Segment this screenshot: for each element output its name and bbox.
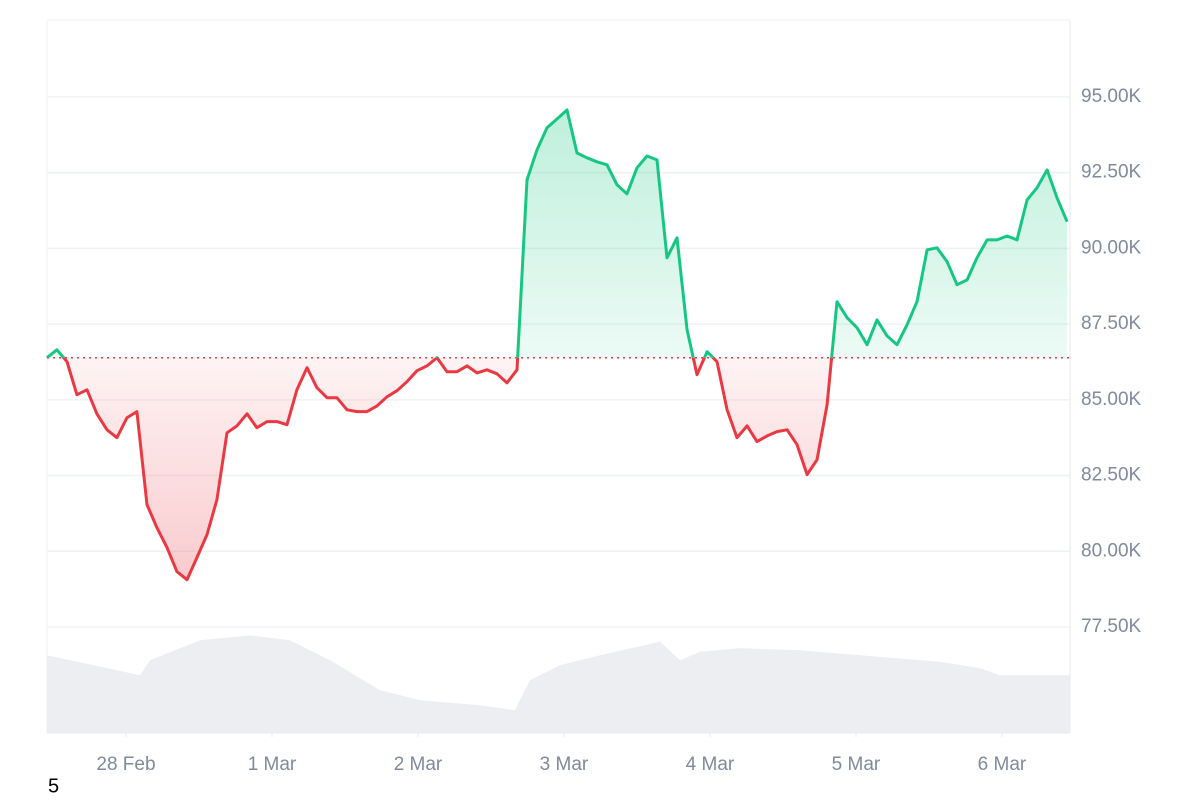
x-tick-label: 2 Mar (394, 754, 443, 775)
footnote: 5 (48, 775, 59, 797)
volume-area (47, 635, 1070, 733)
y-tick-label: 82.50K (1081, 465, 1142, 486)
y-tick-label: 92.50K (1081, 162, 1142, 183)
y-tick-label: 95.00K (1081, 86, 1142, 107)
y-tick-label: 77.50K (1081, 616, 1142, 637)
y-tick-label: 90.00K (1081, 237, 1142, 258)
x-tick-label: 3 Mar (540, 754, 589, 775)
y-tick-label: 87.50K (1081, 313, 1142, 334)
price-line-down (47, 357, 834, 582)
x-tick-label: 1 Mar (248, 754, 297, 775)
x-tick-label: 5 Mar (832, 754, 881, 775)
y-tick-label: 85.00K (1081, 389, 1142, 410)
price-line-up (46, 108, 1069, 358)
area-down (47, 357, 1068, 580)
y-tick-label: 80.00K (1081, 540, 1142, 561)
x-tick-label: 28 Feb (96, 754, 155, 775)
x-tick-label: 6 Mar (978, 754, 1027, 775)
x-tick-label: 4 Mar (686, 754, 735, 775)
area-up (47, 110, 1068, 358)
